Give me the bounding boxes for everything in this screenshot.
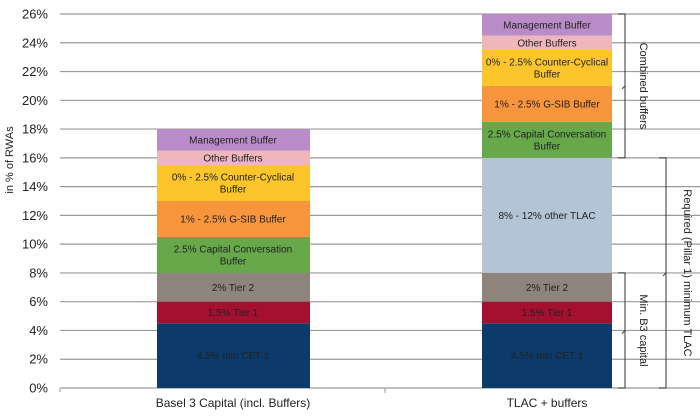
bracket-line (618, 272, 626, 389)
segment-label: 2% Tier 2 (526, 283, 569, 294)
segment-label: 1% - 2.5% G-SIB Buffer (180, 214, 286, 225)
segment-label: Buffer (534, 69, 561, 80)
segment-label: 2.5% Capital Conversation (174, 244, 292, 255)
segment-label: Buffer (534, 141, 561, 152)
y-tick-label: 24% (22, 35, 48, 50)
annotation-brackets: Combined buffers Min. B3 capital Required … (618, 13, 693, 389)
y-tick-label: 18% (22, 122, 48, 137)
segment-label: Other Buffers (203, 153, 262, 164)
bar-segment (157, 150, 310, 166)
y-tick-label: 16% (22, 150, 48, 165)
segment-label: 4.5% min CET 1 (197, 351, 270, 362)
bracket-line (659, 157, 667, 389)
y-tick-label: 8% (29, 265, 48, 280)
y-axis-ticks: 0% 2% 4% 6% 8% 10% 12% 14% 16% 18% 20% 22% 24% 26% (22, 7, 48, 396)
y-tick-label: 22% (22, 64, 48, 79)
segment-label: 0% - 2.5% Counter-Cyclical (486, 57, 608, 68)
segment-label: Buffer (220, 185, 247, 196)
bracket-label: Min. B3 capital (637, 294, 649, 366)
bar-segment (157, 236, 310, 273)
y-tick-label: 20% (22, 93, 48, 108)
segment-label: 2% Tier 2 (212, 283, 255, 294)
bar-segment (482, 35, 612, 50)
bar-segment (482, 323, 612, 388)
segment-label: Management Buffer (189, 135, 277, 146)
bar-segment (482, 49, 612, 86)
bar-segment (157, 272, 310, 302)
segment-label: Other Buffers (517, 38, 576, 49)
segment-label: 1% - 2.5% G-SIB Buffer (494, 99, 600, 110)
bar-basel3-capital: 4.5% min CET 1 1.5% Tier 1 2% Tier 2 2.5% C… (157, 129, 310, 388)
segment-label: 0% - 2.5% Counter-Cyclical (172, 173, 294, 184)
category-label: Basel 3 Capital (incl. Buffers) (156, 396, 311, 410)
y-tick-label: 6% (29, 294, 48, 309)
bar-segment (482, 272, 612, 302)
bar-segment (157, 301, 310, 324)
bar-segment (157, 201, 310, 237)
segment-label: 2.5% Capital Conversation (488, 129, 606, 140)
bar-segment (157, 165, 310, 201)
y-tick-label: 26% (22, 7, 48, 22)
x-axis-categories: Basel 3 Capital (incl. Buffers) TLAC + bu… (156, 396, 588, 410)
segment-label: Buffer (220, 256, 247, 267)
bars: 4.5% min CET 1 1.5% Tier 1 2% Tier 2 2.5% C… (157, 14, 612, 388)
category-label: TLAC + buffers (507, 396, 588, 410)
bracket-min-b3-capital: Min. B3 capital (618, 272, 649, 389)
segment-label: 4.5% min CET 1 (511, 351, 584, 362)
bar-segment (157, 129, 310, 151)
y-tick-label: 0% (29, 381, 48, 396)
segment-label: 8% - 12% other TLAC (498, 211, 595, 222)
y-tick-label: 12% (22, 208, 48, 223)
bar-segment (482, 121, 612, 158)
y-tick-label: 4% (29, 323, 48, 338)
bar-segment (482, 157, 612, 273)
bar-segment (482, 85, 612, 122)
bracket-line (618, 13, 626, 159)
bracket-label: Combined buffers (637, 43, 649, 130)
segment-label: Management Buffer (503, 20, 591, 31)
bracket-label: Required (Pillar 1) minimum TLAC (681, 189, 693, 356)
segment-label: 1.5% Tier 1 (208, 308, 259, 319)
bar-segment (157, 323, 310, 388)
bar-tlac-buffers: 4.5% min CET 1 1.5% Tier 1 2% Tier 2 8% - 1… (482, 14, 612, 388)
bar-segment (482, 301, 612, 324)
bracket-combined-buffers: Combined buffers (618, 13, 649, 159)
segment-label: 1.5% Tier 1 (522, 308, 573, 319)
bracket-required-pillar-1-minimum-tlac: Required (Pillar 1) minimum TLAC (659, 157, 693, 389)
y-tick-label: 14% (22, 179, 48, 194)
y-tick-label: 10% (22, 237, 48, 252)
bar-segment (482, 14, 612, 36)
y-axis-label: in % of RWAs (4, 126, 16, 194)
y-tick-label: 2% (29, 352, 48, 367)
